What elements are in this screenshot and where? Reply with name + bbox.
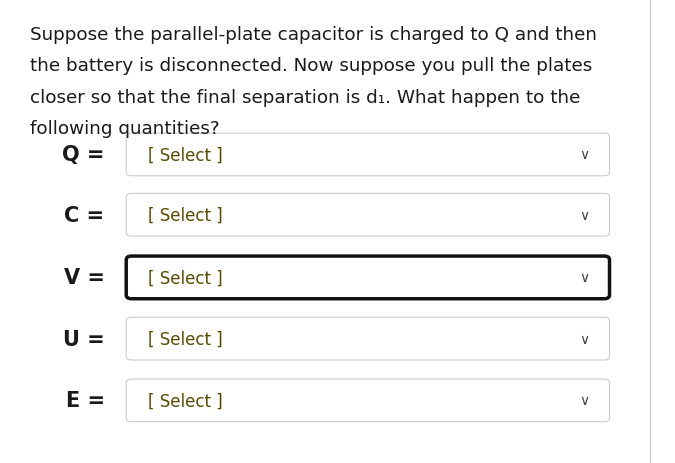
Text: Suppose the parallel-plate capacitor is charged to Q and then: Suppose the parallel-plate capacitor is … — [30, 25, 597, 44]
Text: following quantities?: following quantities? — [30, 120, 220, 138]
Text: [ Select ]: [ Select ] — [148, 146, 223, 164]
Text: the battery is disconnected. Now suppose you pull the plates: the battery is disconnected. Now suppose… — [30, 57, 593, 75]
FancyBboxPatch shape — [126, 318, 610, 360]
Text: [ Select ]: [ Select ] — [148, 206, 223, 224]
Text: [ Select ]: [ Select ] — [148, 269, 223, 287]
Text: V =: V = — [63, 268, 105, 288]
Text: ∨: ∨ — [578, 148, 589, 162]
FancyBboxPatch shape — [126, 257, 610, 299]
Text: ∨: ∨ — [578, 271, 589, 285]
FancyBboxPatch shape — [126, 379, 610, 422]
Text: closer so that the final separation is d₁. What happen to the: closer so that the final separation is d… — [30, 88, 580, 106]
Text: ∨: ∨ — [578, 332, 589, 346]
Text: ∨: ∨ — [578, 394, 589, 407]
Text: ∨: ∨ — [578, 208, 589, 222]
Text: E =: E = — [65, 390, 105, 411]
Text: Q =: Q = — [62, 145, 105, 165]
FancyBboxPatch shape — [126, 194, 610, 237]
FancyBboxPatch shape — [126, 134, 610, 176]
Text: [ Select ]: [ Select ] — [148, 392, 223, 409]
Text: U =: U = — [63, 329, 105, 349]
Text: C =: C = — [65, 205, 105, 225]
Text: [ Select ]: [ Select ] — [148, 330, 223, 348]
